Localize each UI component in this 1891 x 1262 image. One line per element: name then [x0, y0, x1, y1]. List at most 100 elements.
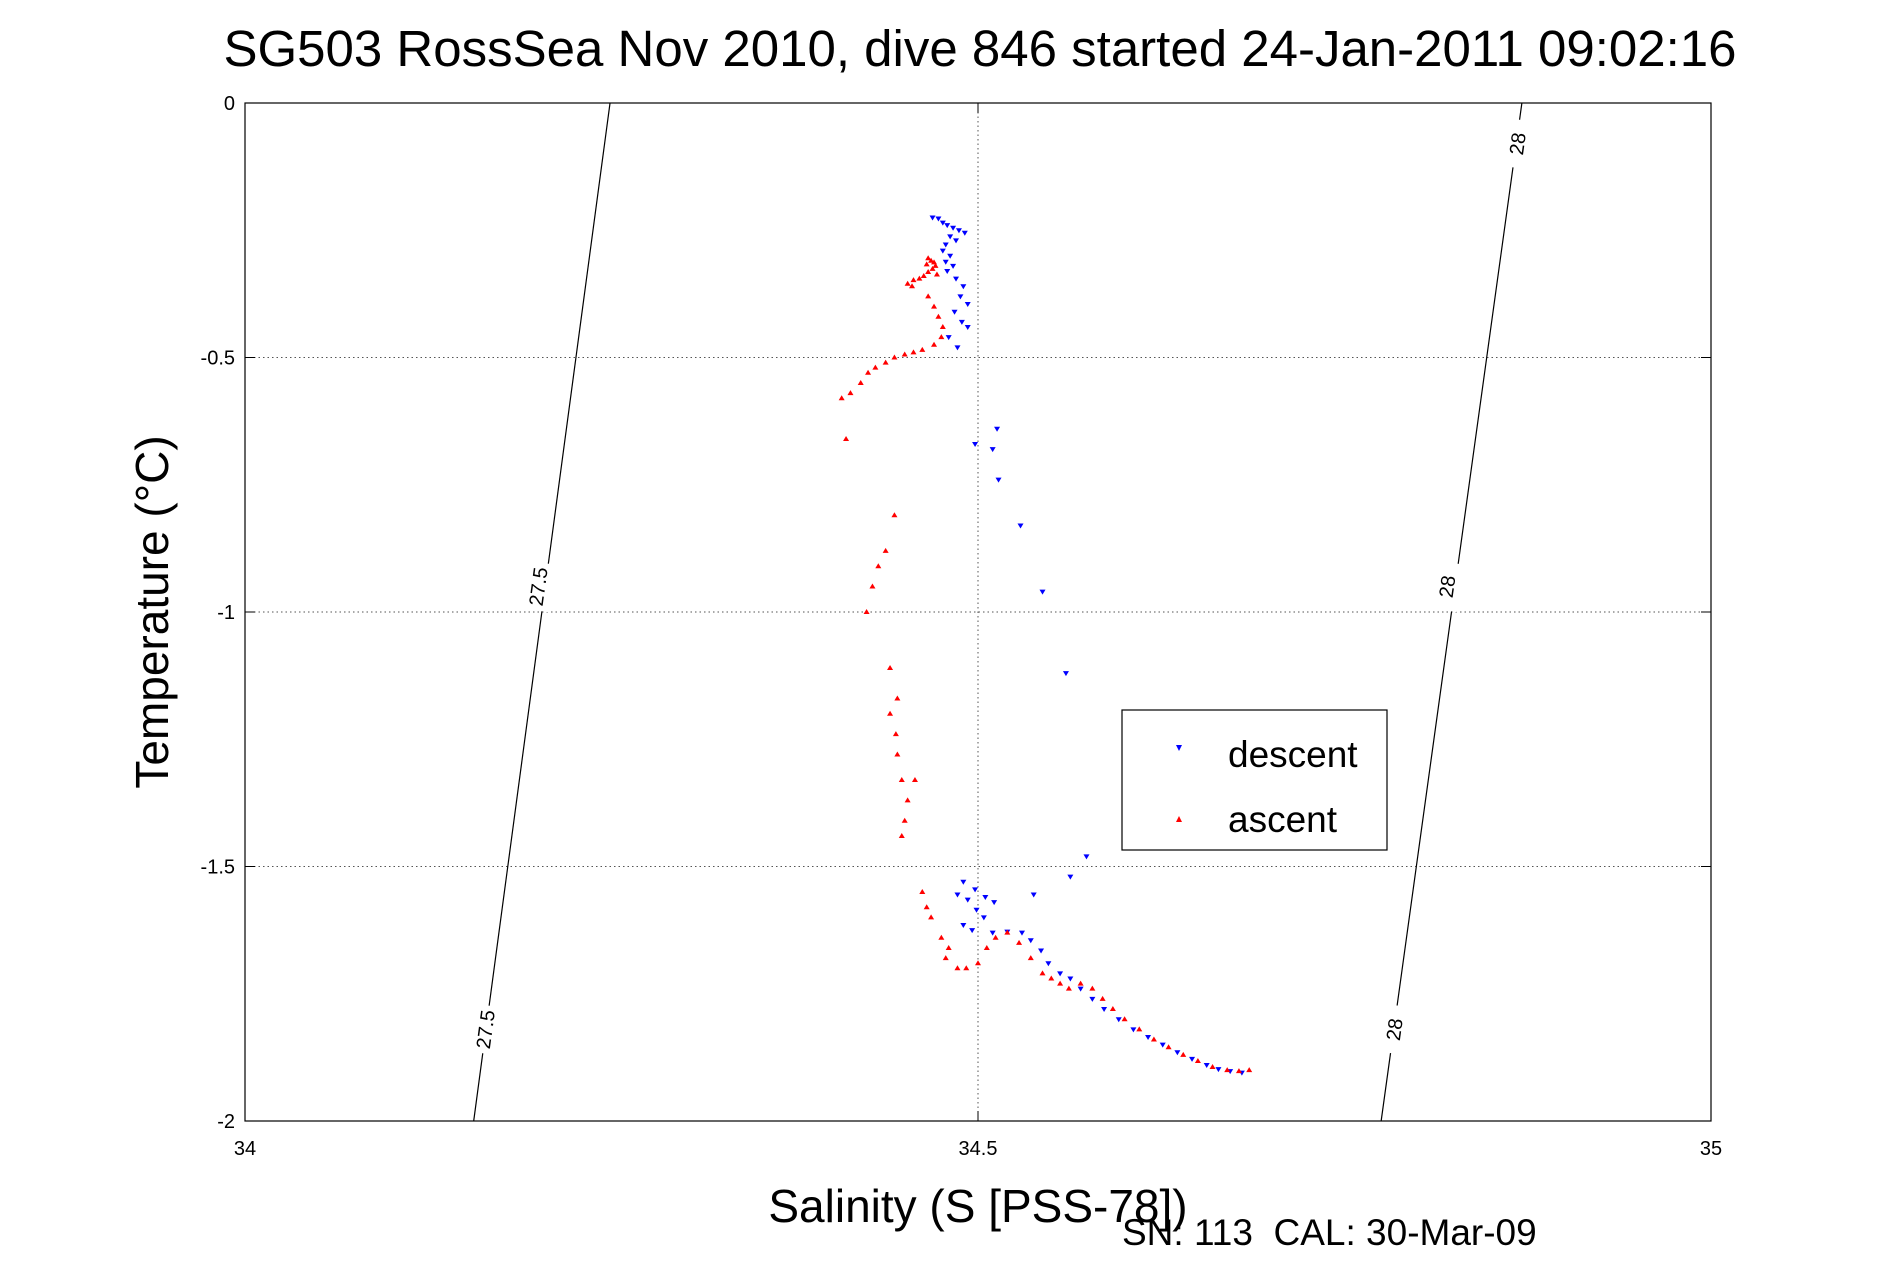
ascent-point — [1209, 1064, 1216, 1070]
ascent-point — [901, 351, 908, 357]
descent-point — [1062, 671, 1069, 677]
descent-point — [1159, 1042, 1166, 1048]
y-tick-label: -2 — [217, 1111, 235, 1133]
ascent-point — [887, 710, 894, 716]
ascent-point — [929, 265, 936, 271]
descent-point — [953, 238, 960, 244]
descent-point — [939, 248, 946, 254]
ascent-point — [931, 341, 938, 347]
chart-title: SG503 RossSea Nov 2010, dive 846 started… — [223, 20, 1736, 77]
ascent-point — [923, 261, 930, 267]
data-series — [838, 215, 1253, 1076]
descent-point — [958, 319, 965, 325]
descent-point — [944, 223, 951, 229]
series-ascent — [838, 255, 1253, 1074]
descent-point — [1101, 1007, 1108, 1013]
ascent-point — [932, 262, 939, 268]
ascent-point — [882, 547, 889, 553]
ascent-point — [975, 960, 981, 966]
isopycnal-label-gap — [469, 1003, 502, 1055]
serial-calibration-note: SN: 113 CAL: 30-Mar-09 — [1122, 1212, 1537, 1253]
isopycnal-label-gap — [1378, 1003, 1411, 1055]
descent-point — [1018, 930, 1025, 936]
descent-point — [945, 335, 952, 341]
ascent-point — [919, 346, 926, 352]
ascent-point — [919, 888, 926, 894]
ascent-point — [898, 776, 905, 782]
ascent-point — [1150, 1036, 1157, 1042]
ascent-point — [872, 364, 879, 370]
ascent-point — [865, 369, 872, 375]
ascent-point — [1180, 1051, 1187, 1057]
descent-point — [942, 242, 949, 248]
descent-point — [951, 309, 958, 315]
ascent-point — [938, 334, 945, 340]
descent-point — [950, 263, 957, 269]
descent-point — [964, 302, 971, 308]
ascent-point — [1165, 1044, 1172, 1050]
x-tick-label: 34 — [234, 1138, 256, 1160]
descent-point — [1038, 948, 1045, 954]
ascent-point — [892, 731, 899, 737]
ascent-point — [882, 359, 889, 365]
ascent-point — [1121, 1016, 1128, 1022]
ascent-point — [891, 354, 898, 360]
ascent-point — [928, 914, 935, 920]
y-tick-label: -1.5 — [201, 857, 235, 879]
descent-point — [929, 215, 936, 221]
descent-point — [935, 216, 942, 222]
ascent-point — [923, 904, 930, 910]
descent-point — [1039, 589, 1046, 595]
ascent-point — [942, 955, 949, 961]
ascent-point — [1039, 970, 1046, 976]
descent-point — [954, 345, 961, 351]
y-axis-label: Temperature (°C) — [126, 435, 178, 788]
x-tick-label: 35 — [1700, 1138, 1722, 1160]
ascent-point — [901, 817, 908, 823]
ascent-point — [945, 944, 952, 950]
descent-point — [1057, 971, 1064, 977]
descent-point — [1045, 961, 1052, 967]
descent-point — [980, 915, 987, 921]
descent-point — [1067, 976, 1074, 982]
ascent-point — [1136, 1026, 1143, 1032]
descent-point — [957, 294, 964, 300]
axis-ticks: 34 34.5 35 0 -0.5 -1 -1.5 -2 — [201, 93, 1723, 1160]
descent-point — [1017, 523, 1024, 529]
ascent-point — [954, 965, 961, 971]
isopycnal-line — [473, 102, 611, 1122]
descent-point — [972, 887, 979, 893]
ascent-point — [863, 609, 870, 614]
legend-ascent-marker — [1176, 816, 1182, 822]
descent-point — [954, 892, 961, 898]
descent-point — [994, 426, 1001, 432]
descent-point — [989, 447, 996, 453]
ascent-point — [916, 275, 923, 281]
ascent-point — [1004, 929, 1011, 935]
ascent-point — [963, 965, 970, 971]
ascent-point — [894, 751, 901, 757]
ascent-point — [983, 944, 990, 950]
descent-point — [989, 930, 996, 936]
ascent-point — [875, 563, 882, 569]
descent-point — [960, 923, 967, 929]
descent-point — [950, 225, 957, 231]
descent-point — [961, 230, 968, 236]
descent-point — [995, 477, 1002, 483]
descent-point — [1145, 1035, 1152, 1041]
descent-point — [972, 442, 979, 448]
ascent-point — [1109, 1006, 1116, 1012]
isopycnal-line — [1380, 102, 1523, 1122]
y-tick-label: -1 — [217, 602, 235, 624]
grid-lines — [245, 103, 1711, 1121]
ascent-point — [1065, 985, 1072, 991]
ascent-point — [898, 832, 905, 838]
ascent-point — [1016, 939, 1023, 945]
descent-point — [947, 253, 954, 259]
series-descent — [929, 215, 1245, 1076]
ascent-point — [938, 934, 945, 940]
descent-point — [1077, 986, 1084, 992]
ascent-point — [925, 293, 932, 299]
ascent-point — [891, 512, 898, 518]
